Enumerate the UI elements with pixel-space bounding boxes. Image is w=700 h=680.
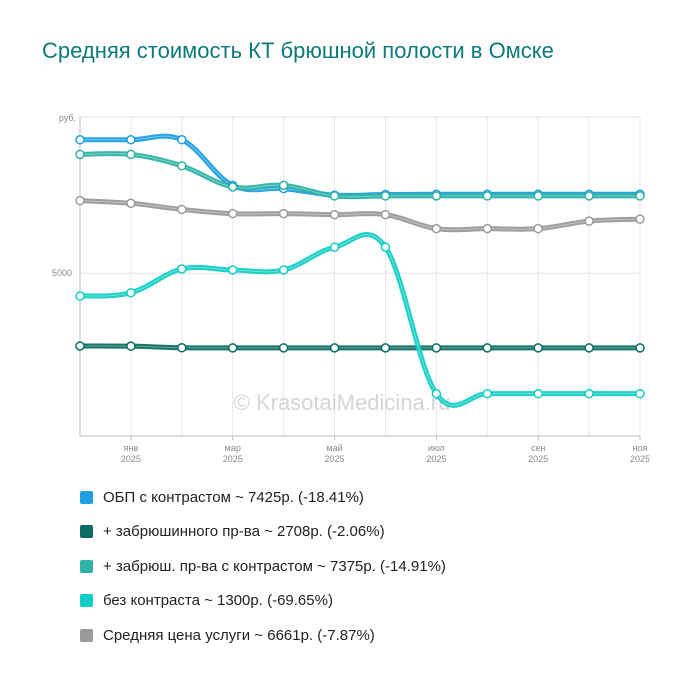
data-point[interactable] <box>278 265 289 275</box>
series-line-highlight <box>80 135 640 196</box>
data-point[interactable] <box>380 343 391 353</box>
data-point[interactable] <box>635 388 645 399</box>
chart-title: Средняя стоимость КТ брюшной полости в О… <box>42 38 554 63</box>
x-tick-label-year: 2025 <box>630 454 650 464</box>
series-line[interactable] <box>77 151 643 200</box>
x-tick-label-month: янв <box>124 443 139 453</box>
line-chart: © KrasotaiMedicina.ru руб.5000янв2025мар… <box>52 113 650 464</box>
data-point[interactable] <box>177 204 187 215</box>
data-point[interactable] <box>584 191 594 201</box>
axes: руб.5000янв2025мар2025май2025июл2025сен2… <box>52 113 650 464</box>
legend-item[interactable]: + забрюш. пр-ва с контрастом ~ 7375р. (-… <box>80 549 680 584</box>
data-point[interactable] <box>533 223 543 234</box>
x-tick-label-month: июл <box>428 443 445 453</box>
x-tick-label-month: мар <box>225 443 241 453</box>
y-tick-label: 5000 <box>52 268 72 278</box>
data-point[interactable] <box>278 343 289 353</box>
series-line[interactable] <box>77 232 643 408</box>
x-tick-label-year: 2025 <box>426 454 446 464</box>
legend-item[interactable]: Средняя цена услуги ~ 6661р. (-7.87%) <box>80 618 680 653</box>
data-point[interactable] <box>380 209 391 220</box>
data-point[interactable] <box>635 214 645 224</box>
data-point[interactable] <box>380 191 391 201</box>
data-point[interactable] <box>126 341 136 351</box>
data-point[interactable] <box>431 388 442 399</box>
legend-swatch <box>80 490 93 504</box>
data-point[interactable] <box>584 343 594 353</box>
data-point[interactable] <box>380 242 391 252</box>
data-point[interactable] <box>177 264 187 274</box>
data-point[interactable] <box>482 191 493 201</box>
data-point[interactable] <box>227 265 238 275</box>
data-point[interactable] <box>278 208 289 219</box>
legend-item[interactable]: без контраста ~ 1300р. (-69.65%) <box>80 584 680 619</box>
legend-label: ОБП с контрастом ~ 7425р. (-18.41%) <box>103 488 364 506</box>
watermark: © KrasotaiMedicina.ru <box>234 390 451 415</box>
legend-item[interactable]: + забрюшинного пр-ва ~ 2708р. (-2.06%) <box>80 515 680 550</box>
data-point[interactable] <box>75 149 85 160</box>
data-point[interactable] <box>329 343 340 353</box>
series-group <box>77 133 643 408</box>
data-point[interactable] <box>75 291 85 301</box>
legend-label: Средняя цена услуги ~ 6661р. (-7.87%) <box>103 626 375 644</box>
data-point[interactable] <box>635 191 645 201</box>
data-point[interactable] <box>431 343 442 353</box>
y-unit-label: руб. <box>59 113 76 123</box>
data-point[interactable] <box>75 135 85 145</box>
data-point[interactable] <box>584 216 594 226</box>
series-line-highlight <box>79 234 640 406</box>
data-point[interactable] <box>533 343 543 353</box>
data-point[interactable] <box>177 135 187 145</box>
legend: ОБП с контрастом ~ 7425р. (-18.41%) + за… <box>80 480 680 653</box>
data-point[interactable] <box>126 149 136 160</box>
series-line[interactable] <box>77 133 643 198</box>
data-point[interactable] <box>482 223 493 234</box>
legend-label: + забрюш. пр-ва с контрастом ~ 7375р. (-… <box>103 557 446 575</box>
data-point[interactable] <box>482 388 493 399</box>
data-point[interactable] <box>329 191 340 201</box>
legend-swatch <box>80 525 93 539</box>
x-tick-label-month: сен <box>531 443 546 453</box>
data-point[interactable] <box>126 288 136 298</box>
x-tick-label-month: май <box>326 443 342 453</box>
data-point[interactable] <box>635 343 645 353</box>
legend-swatch <box>80 594 93 608</box>
data-point[interactable] <box>177 343 187 353</box>
data-point[interactable] <box>126 198 136 209</box>
x-tick-label-year: 2025 <box>325 454 345 464</box>
x-tick-label-year: 2025 <box>121 454 141 464</box>
data-point[interactable] <box>227 182 238 192</box>
data-point[interactable] <box>75 341 85 351</box>
data-point[interactable] <box>329 209 340 220</box>
x-tick-label-year: 2025 <box>223 454 243 464</box>
legend-swatch <box>80 628 93 642</box>
data-point[interactable] <box>533 388 543 399</box>
legend-swatch <box>80 559 93 573</box>
x-tick-label-year: 2025 <box>528 454 548 464</box>
data-point[interactable] <box>533 191 543 201</box>
data-point[interactable] <box>329 242 340 252</box>
x-tick-label-month: ноя <box>633 443 648 453</box>
data-point[interactable] <box>177 161 187 171</box>
data-point[interactable] <box>278 180 289 191</box>
legend-label: + забрюшинного пр-ва ~ 2708р. (-2.06%) <box>103 523 385 541</box>
series-line[interactable] <box>77 198 643 233</box>
data-point[interactable] <box>75 195 85 206</box>
data-point[interactable] <box>584 388 594 399</box>
data-point[interactable] <box>482 343 493 353</box>
data-point[interactable] <box>431 223 442 234</box>
data-point[interactable] <box>227 343 238 353</box>
points-group <box>75 135 645 399</box>
data-point[interactable] <box>126 135 136 145</box>
data-point[interactable] <box>227 208 238 219</box>
legend-item[interactable]: ОБП с контрастом ~ 7425р. (-18.41%) <box>80 480 680 515</box>
data-point[interactable] <box>431 191 442 201</box>
legend-label: без контраста ~ 1300р. (-69.65%) <box>103 592 333 610</box>
